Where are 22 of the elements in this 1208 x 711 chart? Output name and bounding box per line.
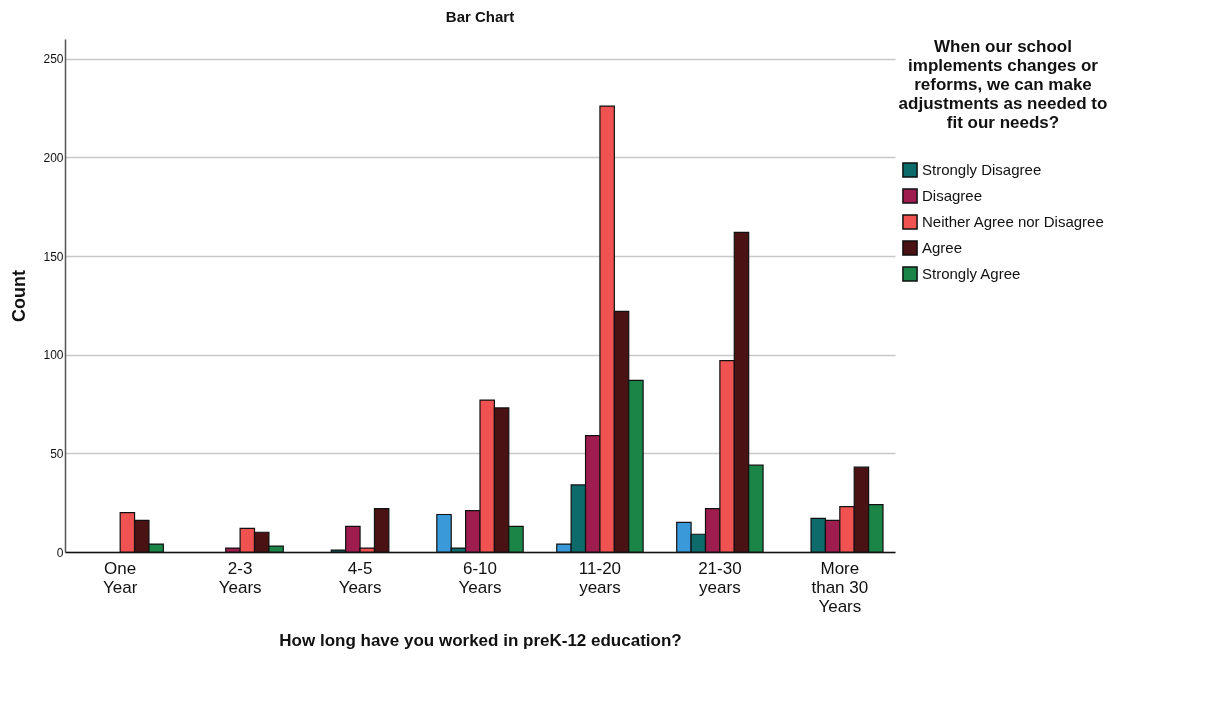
y-tick-label: 200	[43, 150, 64, 165]
legend-label: Agree	[922, 239, 963, 256]
legend-label: Strongly Agree	[922, 265, 1021, 282]
y-tick-label: 150	[43, 249, 64, 264]
x-tick-label: 2-3 Years	[218, 558, 262, 597]
x-tick-label: 11-20 years	[578, 558, 622, 597]
x-tick-label: 4-5 Years	[338, 558, 382, 597]
x-axis-title: How long have you worked in preK-12 education?	[279, 630, 682, 650]
y-tick-label: 250	[43, 52, 64, 67]
x-tick-label: One Year	[102, 558, 138, 597]
x-tick-label: 21-30 years	[698, 558, 742, 597]
legend-label: Strongly Disagree	[922, 161, 1042, 178]
y-axis-title: Count	[9, 270, 30, 322]
chart-title: Bar Chart	[445, 8, 515, 25]
legend-label: Disagree	[922, 187, 983, 204]
y-tick-label: 50	[50, 446, 64, 461]
legend-title: When our school implements changes or reforms, we can make adjustments as needed to fit our needs?	[898, 37, 1108, 132]
legend-label: Neither Agree nor Disagree	[922, 213, 1104, 230]
x-tick-label: More than 30 Years	[811, 558, 869, 616]
x-tick-label: 6-10 Years	[458, 558, 502, 597]
y-tick-label: 100	[43, 348, 64, 363]
y-tick-label: 0	[56, 545, 64, 560]
